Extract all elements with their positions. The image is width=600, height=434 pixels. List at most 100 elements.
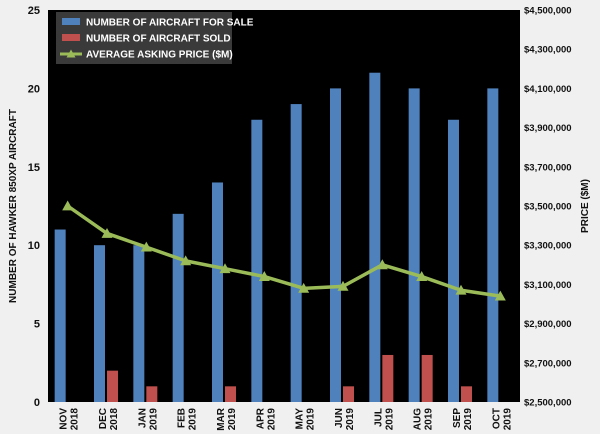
plot-area [48, 10, 520, 402]
y-tick-label: 15 [28, 162, 40, 174]
x-tick-year: 2019 [424, 408, 435, 431]
x-tick-label-4: MAR 2019 [216, 407, 238, 431]
price-marker-6 [298, 282, 310, 293]
price-marker-1 [101, 227, 113, 238]
x-tick-label-2: JAN 2019 [137, 408, 159, 431]
y2-tick-label: $3,700,000 [524, 162, 572, 173]
x-tick-year: 2019 [463, 408, 474, 431]
bar-sold-10 [461, 386, 472, 402]
y2-tick-label: $3,300,000 [524, 241, 572, 252]
x-tick-month: JUN [334, 408, 345, 428]
bar-sold-4 [225, 386, 236, 402]
x-tick-month: JAN [137, 408, 148, 428]
bar-for-sale-1 [94, 245, 105, 402]
x-tick-month: JUL [373, 408, 384, 427]
bar-for-sale-0 [54, 229, 66, 402]
x-tick-year: 2019 [384, 408, 395, 431]
x-tick-month: FEB [177, 408, 188, 428]
y-tick-label: 20 [28, 83, 40, 95]
x-tick-month: MAY [295, 408, 306, 430]
legend-box [56, 12, 232, 64]
bar-for-sale-8 [369, 72, 381, 402]
y2-tick-label: $4,500,000 [524, 6, 572, 17]
price-marker-7 [337, 280, 349, 291]
x-tick-year: 2019 [188, 408, 199, 431]
y-tick-label: 25 [28, 5, 40, 17]
bar-sold-9 [421, 354, 433, 402]
axis-layer: 0 5 10 15 20 25 $2,500,000 $2,700,000 $2,900,000… [8, 5, 591, 431]
y2-axis-title: PRICE ($M) [580, 179, 591, 233]
x-tick-month: AUG [413, 408, 424, 430]
legend-label-0: NUMBER OF AIRCRAFT FOR SALE [86, 18, 254, 29]
y-tick-label: 10 [28, 240, 40, 252]
x-tick-month: SEP [452, 408, 463, 428]
bar-for-sale-7 [330, 88, 341, 403]
price-line [66, 204, 501, 298]
legend: NUMBER OF AIRCRAFT FOR SALE NUMBER OF AIR… [56, 12, 254, 64]
legend-marker-2 [66, 49, 76, 58]
bar-sold-2 [146, 386, 158, 402]
y-tick-label: 5 [34, 319, 40, 331]
legend-swatch-0 [62, 18, 80, 25]
x-tick-year: 2018 [70, 408, 81, 431]
bar-sold-1 [107, 370, 118, 402]
y2-tick-label: $3,500,000 [524, 202, 572, 213]
bar-for-sale-4 [212, 182, 223, 402]
bar-for-sale-11 [487, 88, 499, 403]
legend-label-1: NUMBER OF AIRCRAFT SOLD [86, 34, 231, 45]
x-tick-month: DEC [98, 408, 109, 429]
x-tick-label-11: OCT 2019 [491, 408, 513, 431]
price-marker-4 [219, 263, 231, 274]
y-tick-label: 0 [34, 397, 40, 409]
y-axis-title: NUMBER OF HAWKER 850XP AIRCRAFT [8, 109, 19, 303]
x-tick-label-5: APR 2019 [255, 407, 277, 430]
price-marker-9 [416, 271, 428, 281]
bar-for-sale-2 [133, 245, 145, 402]
bar-sold-8 [382, 354, 394, 402]
x-tick-label-9: AUG 2019 [413, 408, 435, 431]
y2-tick-label: $4,300,000 [524, 45, 572, 56]
bar-sold-7 [343, 386, 354, 402]
price-marker-3 [180, 255, 192, 266]
bar-for-sale-10 [448, 119, 459, 402]
x-tick-month: MAR [216, 407, 227, 431]
x-tick-year: 2019 [306, 408, 317, 431]
x-tick-month: NOV [59, 408, 70, 430]
bar-for-sale-6 [290, 104, 302, 402]
y2-tick-label: $3,900,000 [524, 123, 572, 134]
x-tick-year: 2019 [345, 408, 356, 431]
x-tick-label-10: SEP 2019 [452, 408, 474, 431]
y2-tick-label: $2,500,000 [524, 398, 572, 409]
y2-tick-label: $2,700,000 [524, 358, 572, 369]
y2-tick-label: $4,100,000 [524, 84, 572, 95]
y2-tick-label: $2,900,000 [524, 319, 572, 330]
price-marker-11 [494, 290, 506, 301]
x-tick-label-3: FEB 2019 [177, 408, 199, 431]
price-marker-0 [62, 200, 74, 211]
price-marker-5 [258, 271, 270, 281]
x-tick-year: 2019 [502, 408, 513, 431]
price-marker-8 [376, 259, 388, 270]
bar-for-sale-3 [172, 213, 184, 402]
bars-layer [54, 72, 499, 403]
x-tick-label-8: JUL 2019 [373, 408, 395, 431]
x-tick-label-1: DEC 2018 [98, 408, 120, 431]
price-marker-2 [140, 241, 152, 252]
legend-swatch-1 [62, 34, 80, 41]
x-tick-year: 2019 [266, 408, 277, 431]
x-tick-label-0: NOV 2018 [59, 408, 81, 431]
x-tick-year: 2019 [148, 408, 159, 431]
x-tick-label-7: JUN 2019 [334, 408, 356, 431]
x-tick-month: APR [255, 407, 266, 429]
legend-label-2: AVERAGE ASKING PRICE ($M) [86, 50, 233, 61]
line-layer [62, 200, 506, 301]
x-tick-month: OCT [491, 408, 502, 429]
y2-tick-label: $3,100,000 [524, 280, 572, 291]
bar-for-sale-5 [251, 119, 263, 402]
x-tick-label-6: MAY 2019 [295, 408, 317, 431]
x-tick-year: 2019 [227, 408, 238, 431]
price-marker-10 [455, 284, 467, 295]
x-tick-year: 2018 [109, 408, 120, 431]
bar-for-sale-9 [408, 88, 420, 403]
